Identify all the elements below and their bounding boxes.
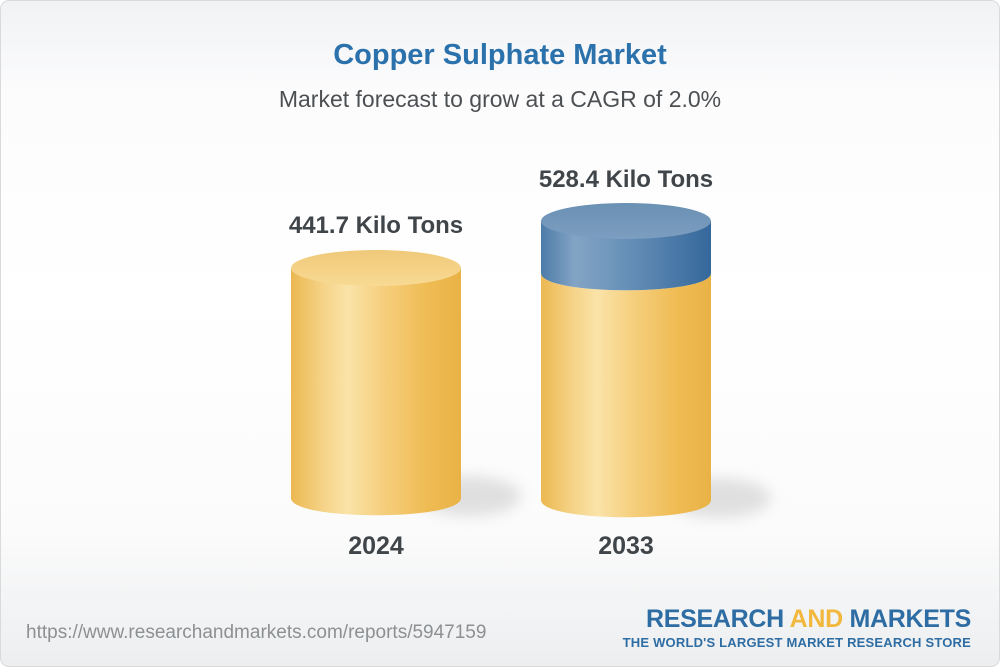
value-label-2033: 528.4 Kilo Tons — [538, 166, 714, 193]
category-label-2024: 2024 — [348, 532, 404, 560]
cylinder-2024-top — [291, 250, 461, 286]
logo-word-and: AND — [789, 605, 844, 633]
cylinder-2033-body — [541, 273, 711, 518]
cylinder-2033-shadow — [667, 478, 771, 518]
cylinder-2033-growth-cap — [541, 221, 711, 291]
logo-word-research: RESEARCH — [645, 605, 784, 633]
research-and-markets-logo: RESEARCH AND MARKETS THE WORLD'S LARGEST… — [622, 604, 972, 650]
cylinder-2024-shadow — [417, 476, 521, 516]
report-url-link[interactable]: https://www.researchandmarkets.com/repor… — [26, 622, 487, 643]
logo-tagline: THE WORLD'S LARGEST MARKET RESEARCH STOR… — [622, 635, 971, 650]
category-label-2033: 2033 — [598, 532, 654, 560]
cylinder-2033-top — [541, 203, 711, 239]
chart-subtitle: Market forecast to grow at a CAGR of 2.0… — [278, 86, 722, 112]
chart-title: Copper Sulphate Market — [333, 39, 667, 71]
value-label-2024: 441.7 Kilo Tons — [288, 212, 464, 239]
cylinder-2024-body — [291, 268, 461, 516]
logo-wordmark: RESEARCH AND MARKETS — [623, 604, 971, 634]
logo-word-markets: MARKETS — [849, 605, 971, 633]
